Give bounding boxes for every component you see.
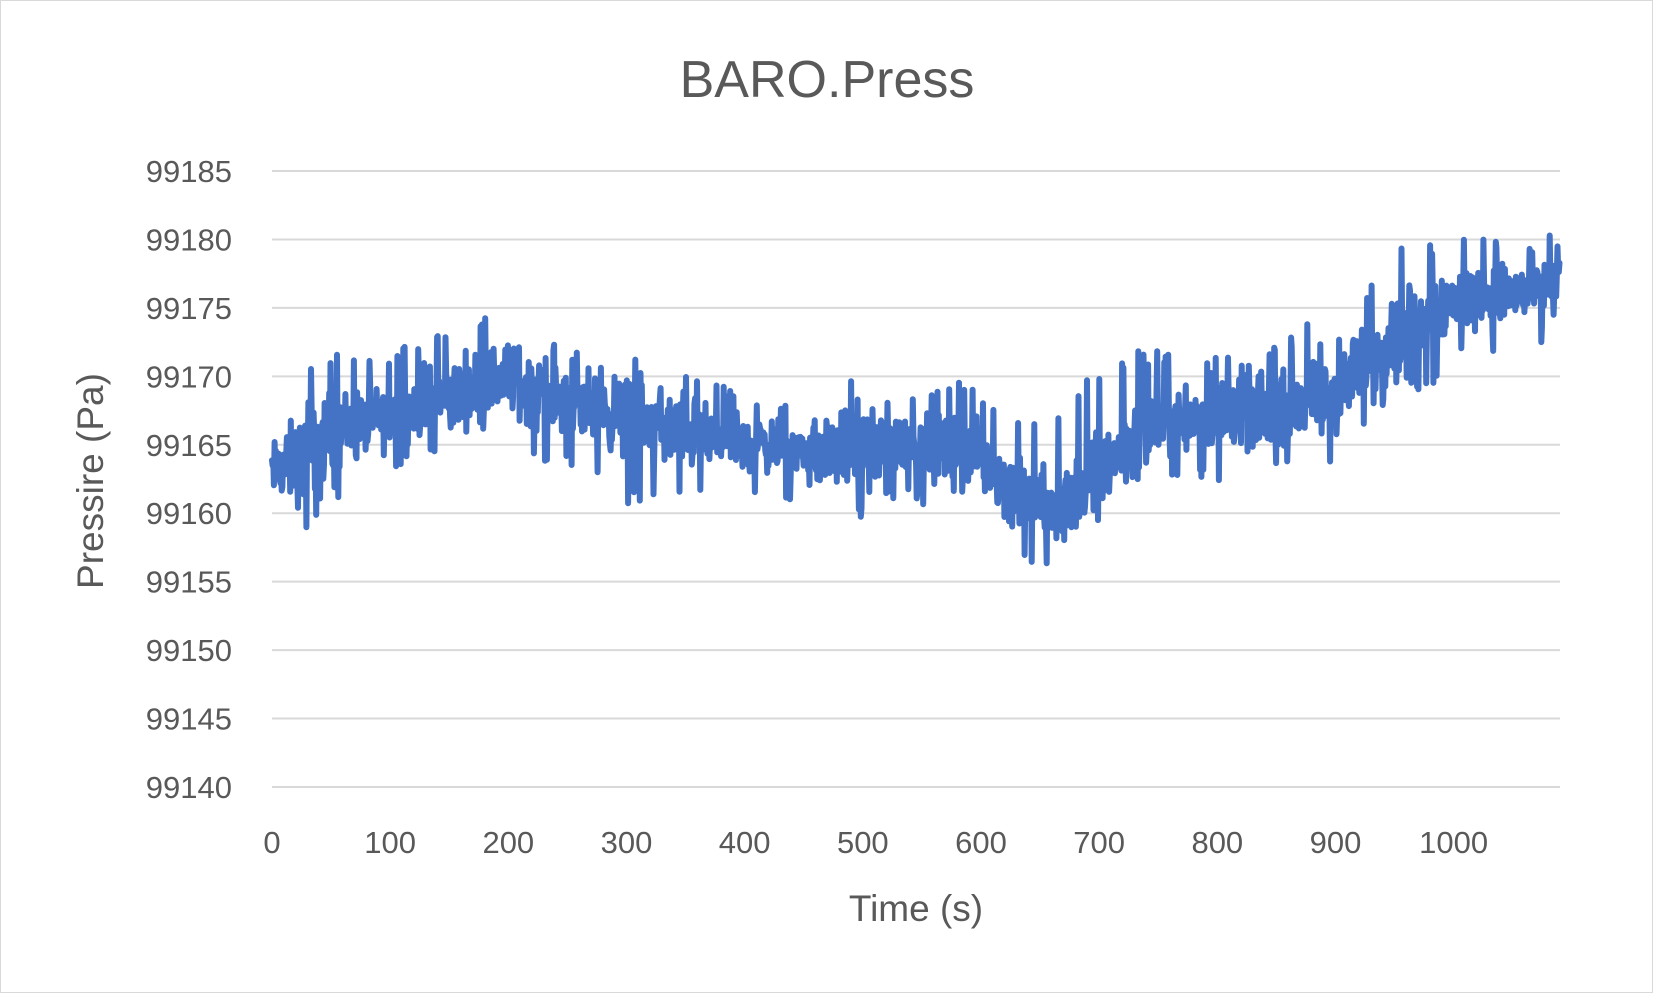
x-tick-label: 1000 — [1419, 825, 1488, 860]
x-tick-label: 400 — [719, 825, 771, 860]
x-axis-tick-labels: 0 100 200 300 400 500 600 700 800 900 1000 — [263, 825, 1488, 860]
x-tick-label: 900 — [1310, 825, 1362, 860]
y-tick-label: 99185 — [146, 154, 232, 189]
x-tick-label: 500 — [837, 825, 889, 860]
x-tick-label: 700 — [1073, 825, 1125, 860]
x-tick-label: 200 — [482, 825, 534, 860]
y-tick-label: 99165 — [146, 428, 232, 463]
y-axis-tick-labels: 99140 99145 99150 99155 99160 99165 99170 99175… — [146, 154, 232, 805]
x-axis-title: Time (s) — [849, 888, 983, 929]
chart-title: BARO.Press — [680, 51, 975, 109]
series-line-pressure — [269, 232, 1563, 567]
y-tick-label: 99150 — [146, 633, 232, 668]
x-tick-label: 100 — [364, 825, 416, 860]
y-tick-label: 99180 — [146, 222, 232, 257]
y-tick-label: 99175 — [146, 291, 232, 326]
x-tick-label: 800 — [1191, 825, 1243, 860]
y-tick-label: 99140 — [146, 770, 232, 805]
x-tick-label: 600 — [955, 825, 1007, 860]
y-axis-title: Pressire (Pa) — [70, 373, 111, 589]
y-tick-label: 99170 — [146, 359, 232, 394]
y-tick-label: 99160 — [146, 496, 232, 531]
y-tick-label: 99155 — [146, 565, 232, 600]
x-tick-label: 0 — [263, 825, 280, 860]
plot-series — [269, 232, 1563, 567]
y-tick-label: 99145 — [146, 702, 232, 737]
x-tick-label: 300 — [601, 825, 653, 860]
